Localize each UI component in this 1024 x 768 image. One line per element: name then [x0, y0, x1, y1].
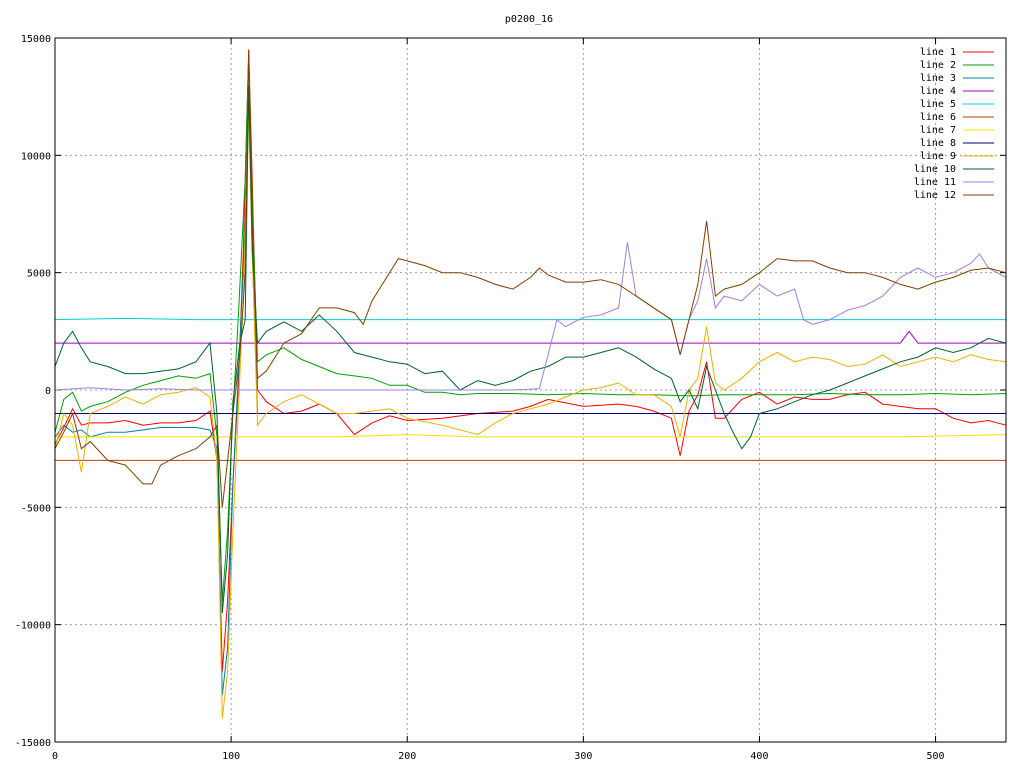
y-tick-label: 0 — [45, 386, 51, 397]
series-line-10 — [54, 84, 1007, 613]
legend-label: line 8 — [920, 138, 956, 149]
x-tick-label: 200 — [398, 751, 416, 762]
x-tick-label: 300 — [574, 751, 592, 762]
series-line-11 — [54, 242, 1007, 391]
legend-label: line 3 — [920, 73, 956, 84]
y-tick-label: 15000 — [21, 34, 51, 45]
y-tick-label: -5000 — [21, 503, 51, 514]
legend-label: line 12 — [914, 190, 956, 201]
series-line-3 — [54, 96, 1006, 696]
series-line-12 — [54, 49, 1007, 508]
y-tick-label: -15000 — [15, 738, 51, 749]
axes: -15000 -10000 -5000 0 5000 10000 15000 0 100 200 3… — [15, 34, 1006, 762]
series-line-9 — [54, 108, 1007, 719]
x-tick-label: 500 — [927, 751, 945, 762]
legend: line 1 line 2 line 3 line 4 line 5 line 6 line… — [914, 47, 994, 201]
series-line-7 — [55, 434, 1007, 438]
legend-label: line 10 — [914, 164, 956, 175]
series-line-1 — [54, 49, 1007, 672]
legend-label: line 9 — [920, 151, 956, 162]
series-line-2 — [54, 54, 1007, 602]
legend-label: line 6 — [920, 112, 956, 123]
y-tick-label: 5000 — [27, 269, 51, 280]
series-line-5 — [54, 317, 1006, 321]
y-tick-label: 10000 — [21, 151, 51, 162]
plot-frame — [54, 37, 1007, 743]
x-tick-label: 100 — [222, 751, 240, 762]
legend-label: line 2 — [920, 60, 956, 71]
legend-label: line 4 — [920, 86, 956, 97]
chart-title: p0200_16 — [505, 14, 553, 25]
legend-label: line 7 — [920, 125, 956, 136]
x-tick-label: 0 — [52, 751, 58, 762]
legend-label: line 5 — [920, 99, 956, 110]
y-tick-label: -10000 — [15, 621, 51, 632]
series-line-4 — [55, 330, 1006, 344]
legend-label: line 1 — [920, 47, 956, 58]
x-tick-label: 400 — [750, 751, 768, 762]
legend-label: line 11 — [914, 177, 956, 188]
series-lines — [54, 49, 1007, 719]
